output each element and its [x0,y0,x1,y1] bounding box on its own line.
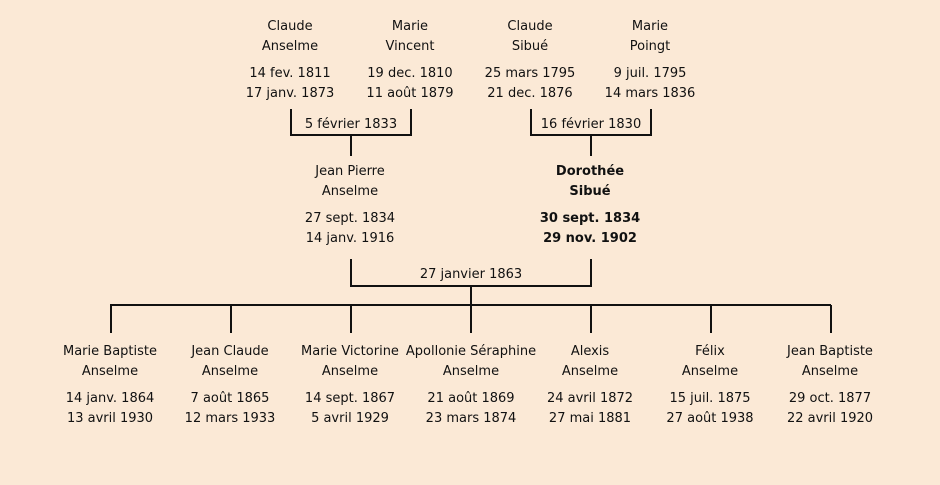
person-marie-poingt: Marie Poingt 9 juil. 1795 14 mars 1836 [580,17,720,104]
person-last-name: Anselme [321,184,379,199]
person-death-date: 22 avril 1920 [786,411,874,426]
person-last-name: Sibué [511,39,549,54]
person-child-marie-baptiste: Marie Baptiste Anselme 14 janv. 1864 13 … [40,342,180,429]
person-claude-sibue: Claude Sibué 25 mars 1795 21 dec. 1876 [460,17,600,104]
marriage-date-anselme-vincent: 5 février 1833 [304,117,398,132]
marriage-date-sibue-poingt: 16 février 1830 [540,117,642,132]
person-dorothee-sibue: Dorothée Sibué 30 sept. 1834 29 nov. 190… [520,162,660,249]
person-death-date: 12 mars 1933 [184,411,276,426]
person-last-name: Vincent [385,39,435,54]
person-death-date: 14 mars 1836 [604,86,696,101]
person-last-name: Anselme [81,364,139,379]
person-death-date: 27 mai 1881 [548,411,632,426]
person-last-name: Anselme [801,364,859,379]
person-last-name: Anselme [561,364,619,379]
person-death-date: 14 janv. 1916 [305,231,395,246]
person-child-alexis: Alexis Anselme 24 avril 1872 27 mai 1881 [520,342,660,429]
person-child-marie-victorine: Marie Victorine Anselme 14 sept. 1867 5 … [280,342,420,429]
person-last-name: Anselme [442,364,500,379]
person-birth-date: 24 avril 1872 [546,391,634,406]
person-first-name: Jean Pierre [315,164,385,179]
person-first-name: Dorothée [555,164,625,179]
person-death-date: 23 mars 1874 [425,411,517,426]
person-last-name: Anselme [201,364,259,379]
person-birth-date: 29 oct. 1877 [788,391,872,406]
person-death-date: 29 nov. 1902 [543,231,637,246]
person-death-date: 11 août 1879 [366,86,454,101]
person-first-name: Jean Baptiste [787,344,873,359]
person-first-name: Apollonie Séraphine [405,344,537,359]
person-last-name: Anselme [681,364,739,379]
person-first-name: Marie [631,19,669,34]
person-death-date: 13 avril 1930 [66,411,154,426]
person-last-name: Anselme [261,39,319,54]
person-first-name: Félix [695,344,725,359]
person-birth-date: 7 août 1865 [190,391,270,406]
person-birth-date: 19 dec. 1810 [367,66,453,81]
person-first-name: Alexis [570,344,610,359]
person-birth-date: 21 août 1869 [427,391,515,406]
person-birth-date: 15 juil. 1875 [669,391,751,406]
person-first-name: Marie [391,19,429,34]
person-last-name: Poingt [629,39,671,54]
person-child-apollonie-seraphine: Apollonie Séraphine Anselme 21 août 1869… [395,342,547,429]
person-death-date: 17 janv. 1873 [245,86,335,101]
person-jean-pierre-anselme: Jean Pierre Anselme 27 sept. 1834 14 jan… [280,162,420,249]
person-death-date: 5 avril 1929 [311,411,389,426]
person-birth-date: 14 janv. 1864 [65,391,155,406]
person-child-jean-claude: Jean Claude Anselme 7 août 1865 12 mars … [160,342,300,429]
person-first-name: Marie Victorine [301,344,399,359]
person-birth-date: 27 sept. 1834 [304,211,396,226]
marriage-date-parents: 27 janvier 1863 [419,267,523,282]
person-child-felix: Félix Anselme 15 juil. 1875 27 août 1938 [640,342,780,429]
person-birth-date: 9 juil. 1795 [613,66,687,81]
person-first-name: Claude [267,19,313,34]
person-first-name: Marie Baptiste [63,344,157,359]
person-birth-date: 14 sept. 1867 [304,391,396,406]
person-last-name: Sibué [569,184,611,199]
person-death-date: 27 août 1938 [666,411,754,426]
person-birth-date: 30 sept. 1834 [539,211,641,226]
person-first-name: Jean Claude [191,344,269,359]
person-first-name: Claude [507,19,553,34]
person-marie-vincent: Marie Vincent 19 dec. 1810 11 août 1879 [340,17,480,104]
person-last-name: Anselme [321,364,379,379]
person-birth-date: 25 mars 1795 [484,66,576,81]
person-death-date: 21 dec. 1876 [487,86,573,101]
person-claude-anselme: Claude Anselme 14 fev. 1811 17 janv. 187… [220,17,360,104]
person-child-jean-baptiste: Jean Baptiste Anselme 29 oct. 1877 22 av… [760,342,900,429]
person-birth-date: 14 fev. 1811 [249,66,331,81]
